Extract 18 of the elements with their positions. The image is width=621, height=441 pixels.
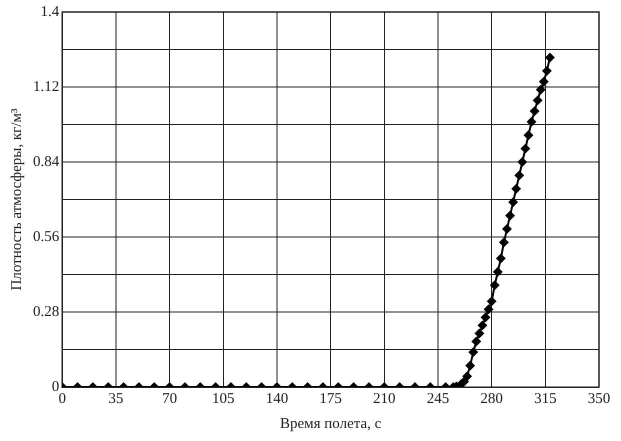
- x-tick-label: 280: [480, 390, 503, 407]
- y-tick-label: 1.4: [40, 4, 60, 20]
- x-tick-label: 315: [534, 390, 557, 407]
- x-axis-title: Время полета, с: [280, 416, 382, 432]
- x-tick-label: 70: [162, 390, 178, 407]
- x-tick-label: 35: [108, 390, 124, 407]
- y-tick-label: 0.56: [33, 228, 60, 245]
- x-tick-label: 245: [426, 390, 450, 407]
- y-tick-label: 0.28: [33, 304, 60, 320]
- y-tick-label: 0.84: [33, 154, 60, 170]
- x-tick-label: 350: [588, 390, 610, 407]
- y-tick-label: 0: [52, 378, 60, 395]
- y-axis-title: Плотность атмосферы, кг/м³: [8, 108, 25, 290]
- x-tick-label: 140: [266, 390, 288, 407]
- y-tick-label: 1.12: [33, 78, 60, 95]
- x-tick-label: 210: [373, 390, 396, 407]
- x-tick-label: 175: [319, 390, 342, 407]
- x-tick-label: 105: [212, 390, 235, 407]
